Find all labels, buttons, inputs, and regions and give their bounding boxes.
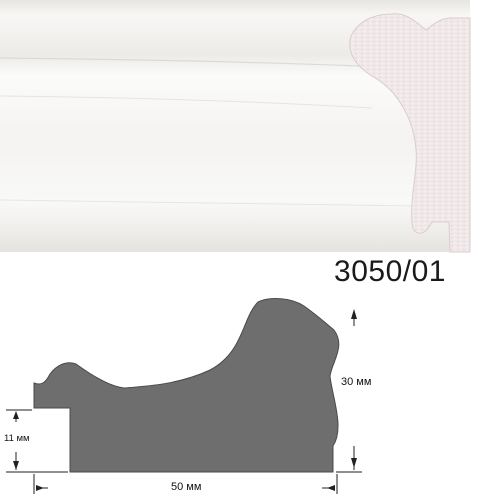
- width-arrows: [36, 485, 335, 491]
- molding-photo: [0, 0, 471, 253]
- height-dimension-lines: [336, 312, 362, 473]
- rabbet-dimension-label: 11 мм: [4, 433, 30, 444]
- height-dimension-label: 30 мм: [341, 376, 372, 388]
- profile-drawing: [6, 298, 362, 494]
- height-arrows: [351, 309, 357, 468]
- molding-cross-section: [349, 13, 471, 253]
- article-number: 3050/01: [334, 255, 446, 288]
- profile-silhouette: [33, 298, 340, 473]
- width-dimension-label: 50 мм: [171, 481, 202, 493]
- rabbet-arrows: [13, 411, 19, 470]
